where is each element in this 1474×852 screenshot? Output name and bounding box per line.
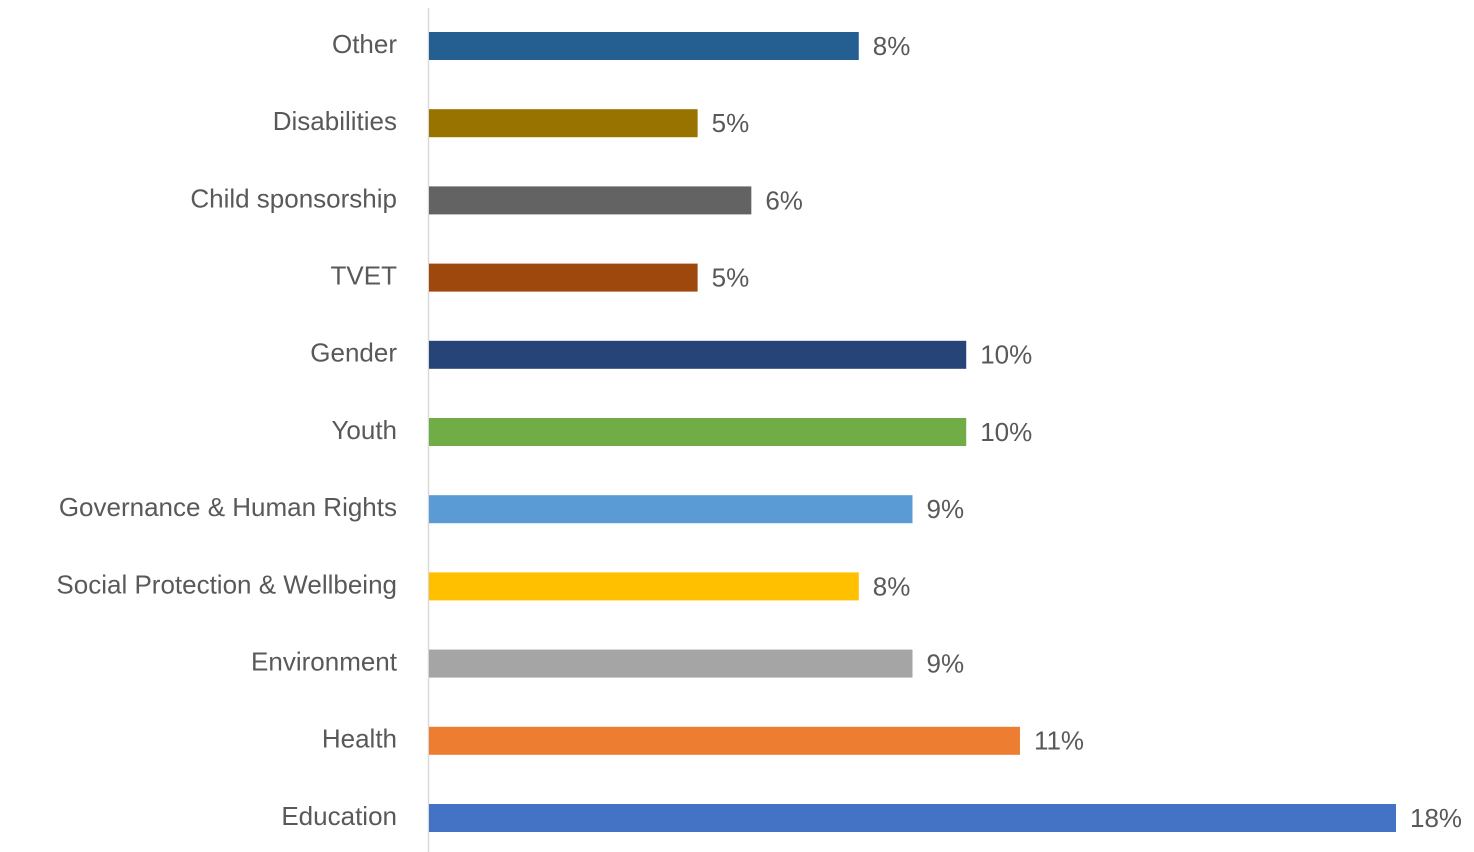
bar: [429, 109, 698, 138]
value-label: 9%: [927, 494, 965, 524]
value-label: 5%: [712, 262, 750, 292]
category-label: Gender: [310, 338, 397, 368]
category-label: Education: [281, 801, 397, 831]
bar: [429, 340, 967, 369]
bar: [429, 32, 859, 60]
value-label: 10%: [980, 340, 1032, 370]
bar: [429, 186, 752, 215]
category-label: Health: [322, 724, 397, 754]
category-label: Youth: [331, 415, 397, 445]
value-label: 8%: [873, 571, 911, 601]
category-label: Disabilities: [273, 106, 397, 136]
category-label: Governance & Human Rights: [59, 492, 397, 522]
bar: [429, 649, 913, 678]
bar: [429, 263, 698, 292]
value-label: 9%: [927, 648, 965, 678]
value-label: 6%: [765, 185, 803, 215]
category-label: Child sponsorship: [190, 183, 397, 213]
category-label: Other: [332, 29, 397, 59]
category-label: TVET: [331, 260, 398, 290]
category-label: Environment: [251, 646, 398, 676]
value-label: 18%: [1410, 803, 1462, 833]
value-label: 11%: [1034, 726, 1084, 756]
bar: [429, 804, 1396, 832]
bar: [429, 418, 967, 446]
category-label: Social Protection & Wellbeing: [56, 569, 397, 599]
value-label: 5%: [712, 108, 750, 138]
bar: [429, 572, 859, 601]
value-label: 8%: [873, 31, 911, 61]
value-label: 10%: [980, 417, 1032, 447]
bar: [429, 495, 913, 524]
bar: [429, 726, 1020, 755]
